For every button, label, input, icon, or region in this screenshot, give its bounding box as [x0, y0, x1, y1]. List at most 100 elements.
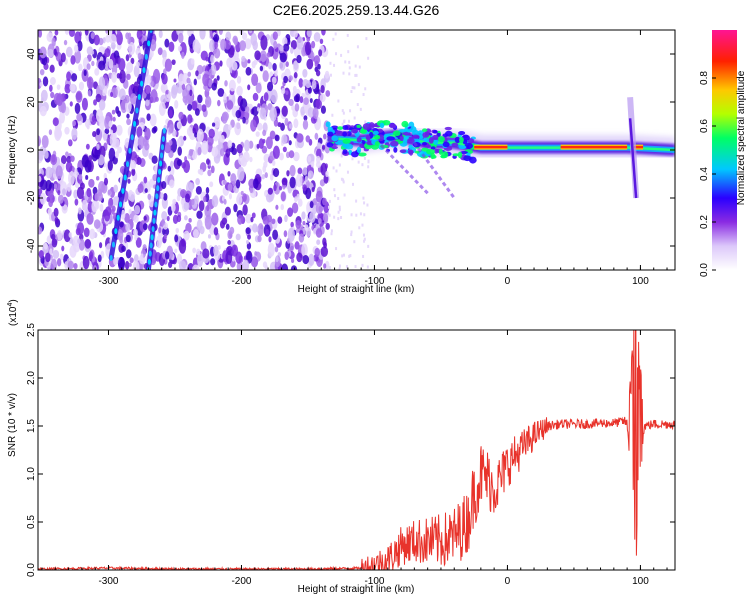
noise-blob — [231, 147, 237, 156]
noise-blob — [307, 107, 315, 118]
noise-blob — [312, 198, 318, 206]
noise-blob — [77, 238, 81, 244]
snr-scale-close: ) — [8, 299, 19, 302]
noise-blob — [143, 176, 148, 184]
ridge-clump — [451, 142, 459, 147]
noise-blob — [281, 105, 288, 117]
noise-blob — [234, 122, 242, 136]
noise-blob — [271, 76, 277, 84]
noise-blob — [98, 115, 106, 130]
noise-blob — [187, 30, 192, 37]
noise-blob — [222, 179, 227, 185]
noise-blob — [293, 196, 298, 203]
noise-blob — [86, 123, 90, 130]
noise-blob — [282, 146, 287, 153]
noise-blob — [69, 83, 76, 92]
noise-blob — [223, 92, 227, 101]
ridge-clump — [406, 128, 412, 133]
noise-blob — [116, 30, 121, 35]
noise-blob — [55, 165, 63, 180]
noise-blob — [109, 133, 117, 148]
noise-blob — [171, 30, 179, 42]
ridge-clump — [419, 134, 424, 139]
noise-blob — [107, 197, 114, 209]
noise-blob — [168, 261, 173, 268]
noise-speck — [340, 215, 343, 219]
streak-core — [142, 67, 146, 74]
noise-blob — [56, 84, 61, 90]
noise-blob — [251, 212, 256, 219]
noise-speck — [328, 199, 331, 203]
noise-blob — [135, 237, 142, 248]
noise-speck — [361, 163, 364, 167]
streak-core — [109, 255, 113, 261]
noise-blob — [119, 221, 124, 228]
noise-blob — [321, 144, 326, 150]
noise-speck — [332, 37, 335, 41]
snr-scale-prefix: (x10 — [8, 306, 19, 326]
noise-blob — [232, 181, 236, 187]
noise-blob — [167, 165, 172, 172]
noise-blob — [154, 96, 159, 102]
ridge-clump — [437, 136, 445, 143]
noise-blob — [298, 233, 305, 243]
noise-blob — [178, 111, 184, 120]
noise-speck — [362, 196, 365, 200]
noise-blob — [112, 116, 116, 122]
noise-blob — [56, 230, 63, 241]
noise-speck — [354, 265, 357, 269]
noise-blob — [302, 167, 308, 176]
noise-blob — [42, 76, 49, 87]
ridge-clump — [344, 143, 354, 150]
noise-blob — [129, 257, 134, 264]
y-tick-label: 1.5 — [26, 419, 37, 433]
noise-blob — [202, 248, 210, 259]
noise-blob — [132, 260, 140, 270]
ridge-clump — [461, 134, 470, 141]
noise-blob — [192, 39, 200, 53]
noise-blob — [317, 63, 321, 70]
noise-speck — [364, 120, 367, 124]
noise-speck — [346, 33, 349, 37]
colorbar-ticks: 0.0 0.2 0.4 0.6 0.8 — [699, 71, 716, 277]
noise-blob — [263, 92, 269, 102]
noise-speck — [359, 212, 362, 216]
noise-speck — [347, 119, 350, 123]
noise-blob — [78, 174, 83, 180]
noise-blob — [106, 137, 111, 145]
noise-blob — [304, 41, 312, 56]
noise-blob — [111, 71, 117, 83]
noise-speck — [337, 217, 340, 221]
noise-blob — [310, 161, 315, 168]
noise-blob — [235, 233, 241, 241]
noise-blob — [179, 41, 187, 57]
noise-blob — [71, 73, 78, 82]
snr-line — [38, 330, 675, 570]
noise-blob — [245, 239, 250, 245]
noise-blob — [245, 106, 250, 113]
noise-speck — [340, 154, 343, 158]
noise-blob — [287, 207, 294, 217]
noise-blob — [156, 239, 162, 249]
noise-blob — [211, 122, 216, 127]
noise-blob — [118, 88, 126, 101]
noise-blob — [262, 129, 267, 137]
noise-blob — [213, 227, 219, 236]
noise-blob — [59, 181, 68, 197]
noise-blob — [74, 198, 79, 206]
noise-blob — [168, 123, 174, 134]
ridge-clump — [399, 149, 407, 153]
streak-core — [121, 187, 125, 194]
snr-axes: -300 -200 -100 0 100 0.0 0.5 1.0 1.5 2.0 2.5 — [26, 323, 675, 587]
noise-blob — [257, 122, 263, 131]
noise-blob — [227, 170, 231, 177]
ridge-clump — [390, 140, 399, 147]
noise-blob — [267, 242, 275, 257]
ridge-clump — [362, 123, 371, 130]
noise-blob — [65, 151, 69, 157]
noise-speck — [333, 194, 336, 198]
spectrogram-data — [38, 30, 675, 270]
noise-blob — [74, 44, 79, 53]
ridge-clump — [407, 149, 414, 155]
noise-blob — [213, 34, 220, 43]
